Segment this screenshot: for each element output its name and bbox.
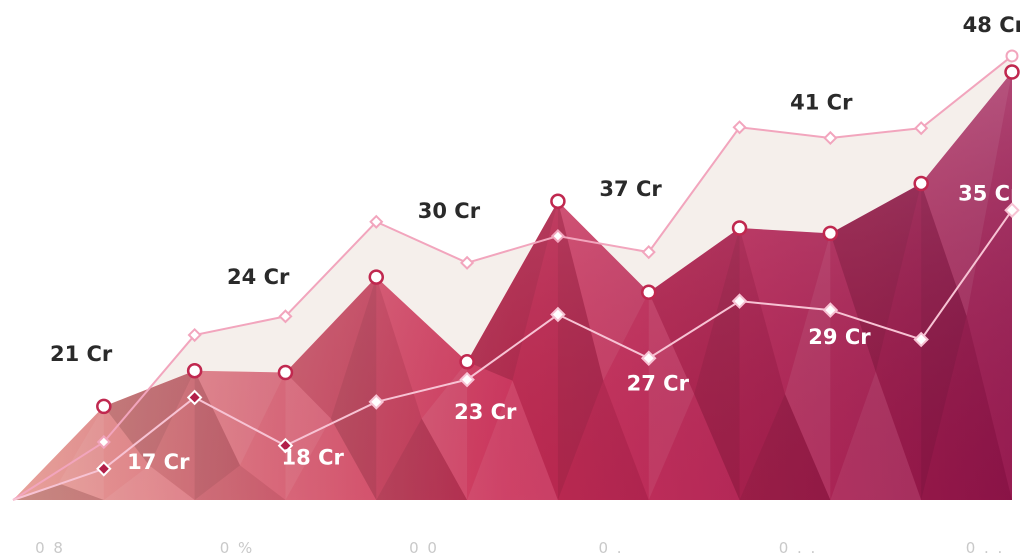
x-tick-label: 0 0 [409, 539, 439, 557]
x-axis-ticks: 0 8 0 % 0 0 0 . 0 . . 0 . . [35, 539, 1005, 557]
area-point [1004, 64, 1020, 80]
value-label: 21 Cr [50, 342, 113, 366]
line-series [12, 55, 1013, 501]
value-label: 27 Cr [627, 371, 690, 395]
area-point [640, 284, 657, 300]
x-tick-label: 0 8 [35, 539, 65, 557]
area-point [186, 362, 203, 379]
area-point [96, 398, 112, 415]
upper-point [96, 434, 111, 450]
upper-point [1005, 49, 1019, 63]
x-tick-label: 0 . [598, 539, 623, 557]
upper-point [550, 228, 565, 244]
x-tick-label: 0 . . [779, 539, 818, 557]
x-tick-label: 0 . . [966, 539, 1005, 557]
area-point [731, 220, 748, 236]
area-point [913, 175, 929, 192]
value-label: 18 Cr [282, 445, 345, 469]
lower-point [459, 371, 475, 388]
lower-point [186, 389, 203, 406]
area-point [459, 354, 475, 370]
value-label: 24 Cr [227, 265, 290, 289]
upper-point [823, 130, 838, 146]
lower-point [640, 350, 657, 367]
lower-point [822, 302, 839, 318]
area-shade [13, 72, 1012, 500]
data-markers [96, 49, 1020, 477]
value-label: 29 Cr [808, 325, 871, 349]
value-label: 37 Cr [599, 177, 662, 201]
upper-point [460, 255, 475, 270]
lower-line [12, 209, 1013, 501]
lower-point [731, 293, 748, 309]
lower-point [913, 331, 929, 348]
lower-point [96, 461, 112, 477]
value-label: 17 Cr [127, 450, 190, 474]
upper-point [278, 309, 293, 324]
upper-point [369, 214, 384, 229]
upper-band-fill [13, 55, 1012, 500]
lower-point [550, 306, 566, 323]
lower-point [368, 394, 385, 410]
facet-group [13, 72, 1012, 500]
value-label: 35 Cr [958, 181, 1020, 205]
upper-point [732, 120, 747, 135]
lower-point [1004, 202, 1020, 218]
value-label: 23 Cr [454, 400, 517, 424]
x-tick-label: 0 % [220, 539, 255, 557]
area-point [368, 269, 385, 285]
lower-point [277, 437, 294, 454]
area-point [822, 225, 839, 242]
upper-point [641, 245, 656, 260]
area-point [550, 193, 566, 210]
upper-band [13, 55, 1012, 500]
area-facets [13, 72, 1012, 500]
area-point [277, 364, 294, 381]
data-labels: 21 Cr 24 Cr 30 Cr 37 Cr 41 Cr 48 Cr 17 Cr 18 Cr… [50, 13, 1020, 474]
upper-line [12, 55, 1013, 501]
upper-point [187, 327, 202, 343]
value-label: 48 Cr [963, 13, 1020, 37]
upper-point [914, 121, 929, 136]
value-label: 41 Cr [790, 90, 853, 114]
value-label: 30 Cr [418, 199, 481, 223]
